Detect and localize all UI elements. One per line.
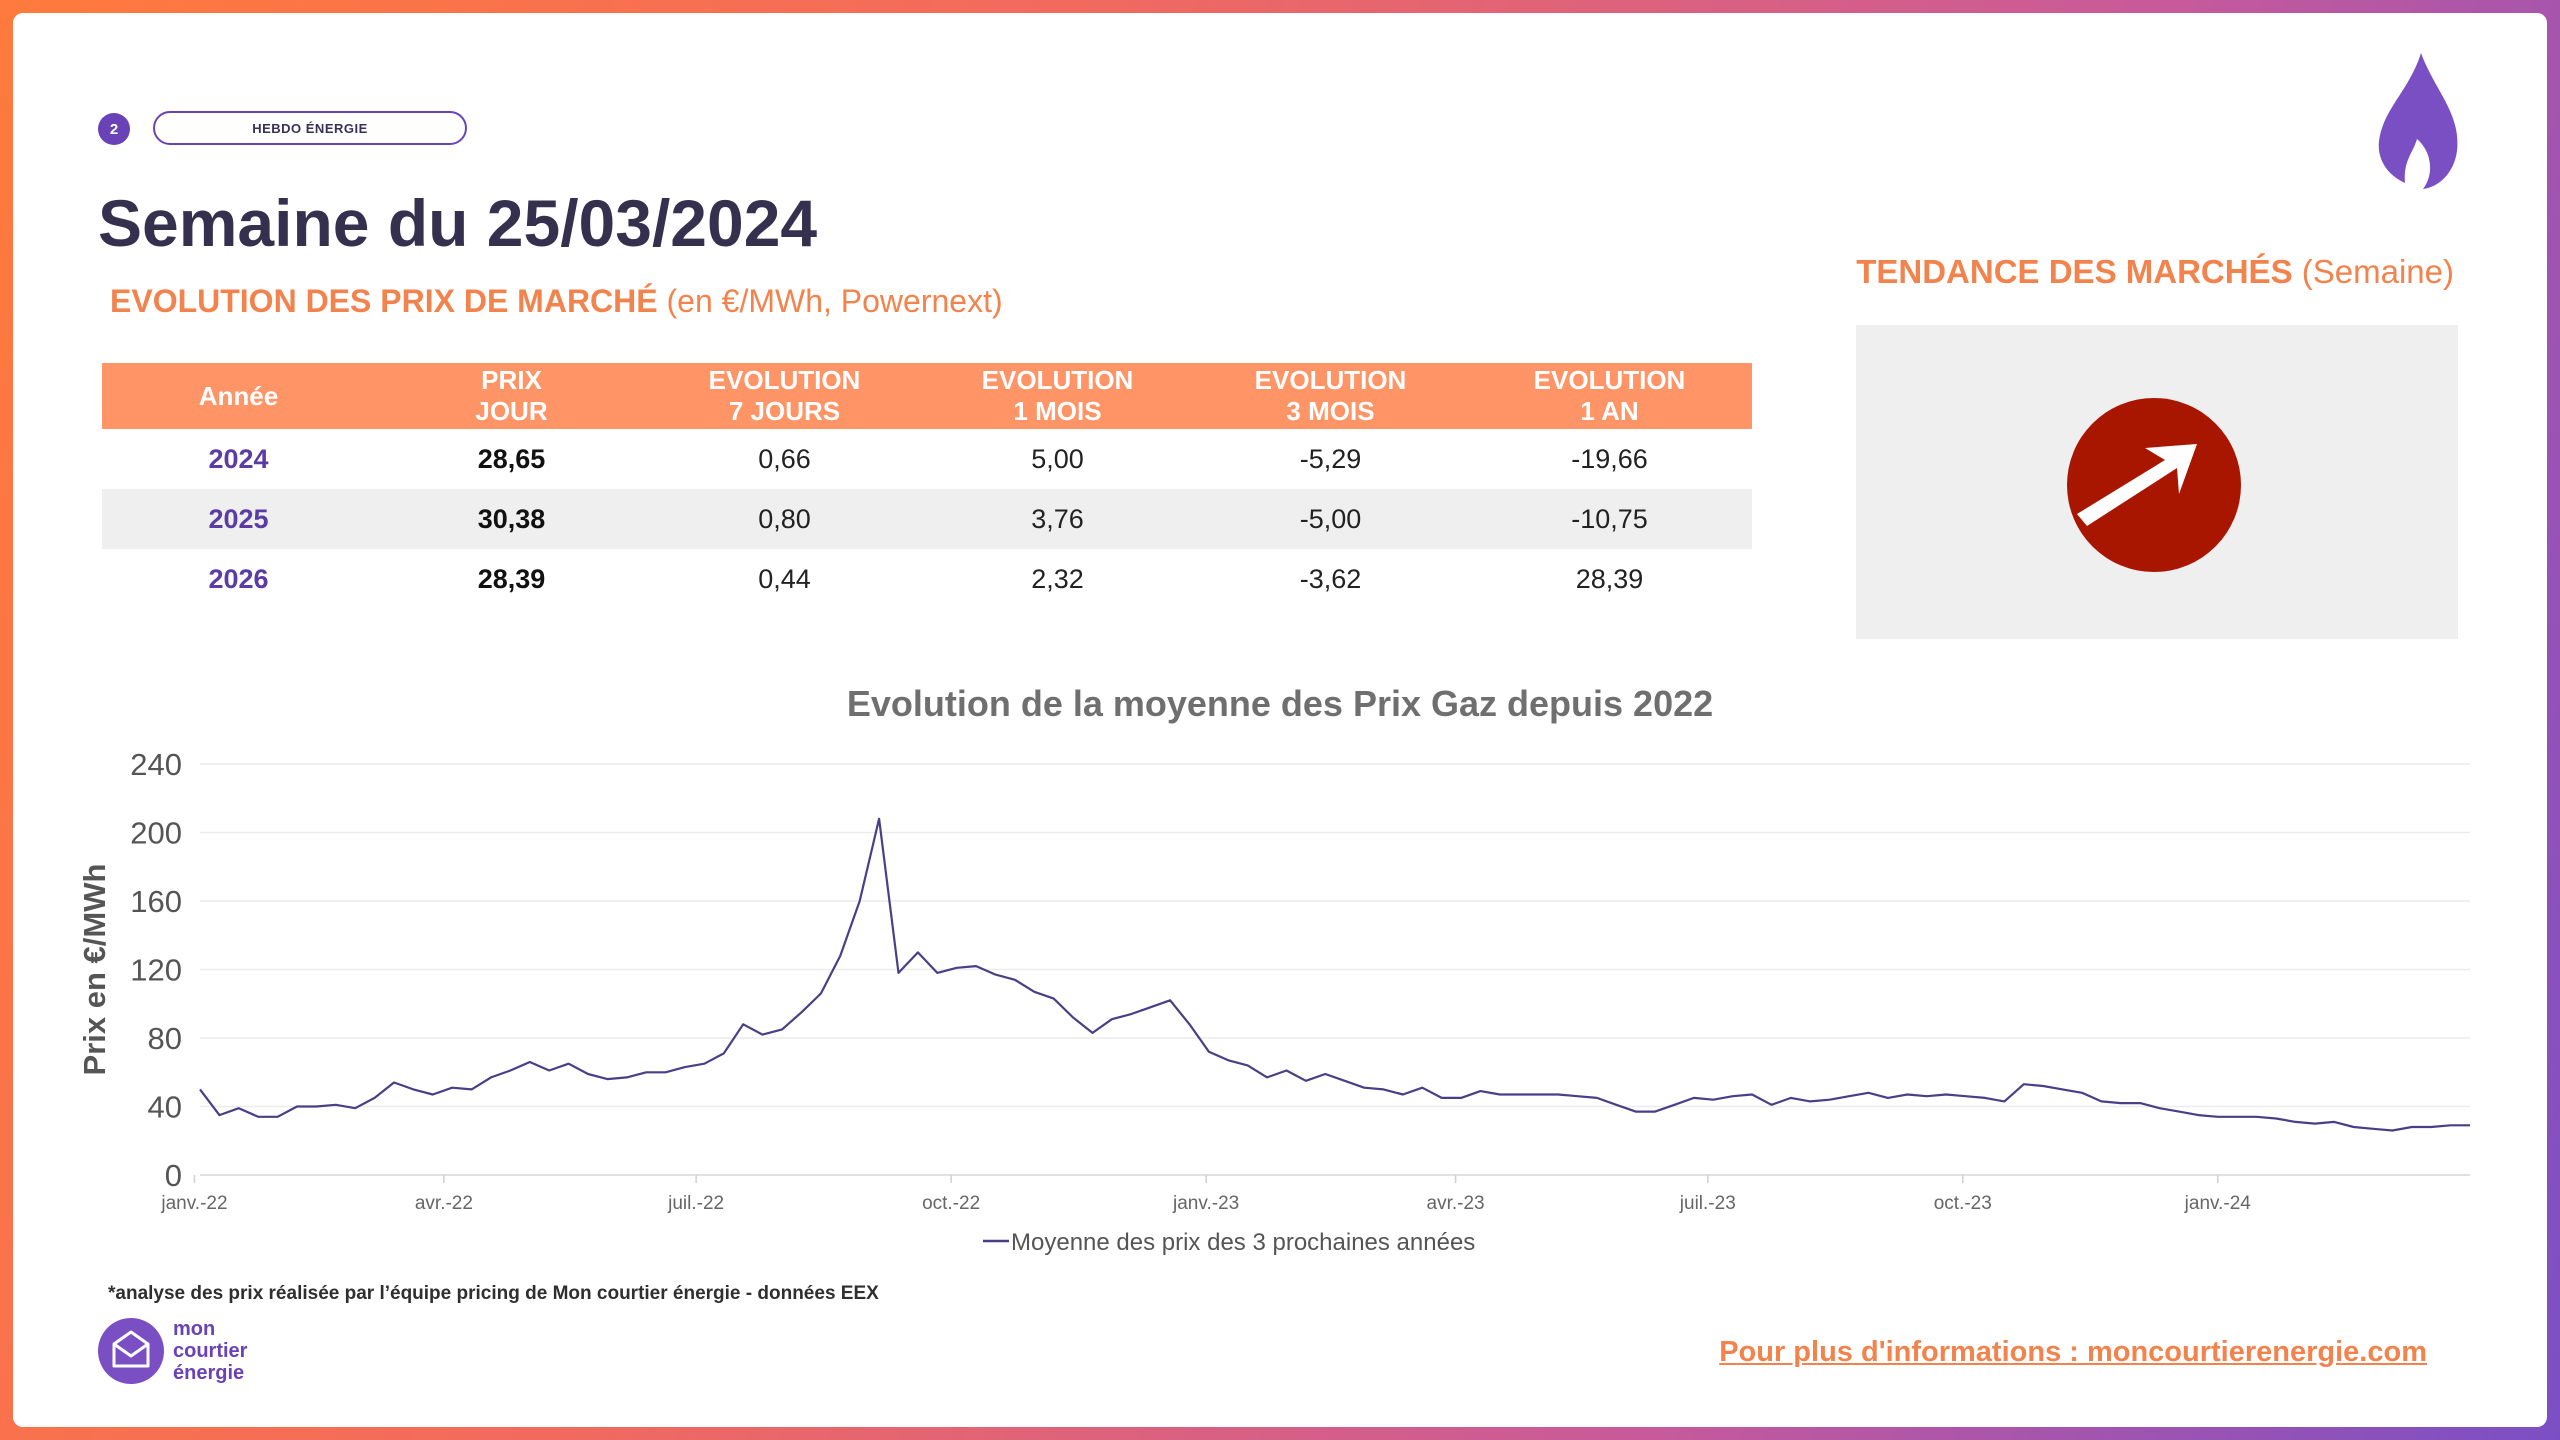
series-line [199, 817, 2470, 1132]
slide-panel: 2 HEBDO ÉNERGIE Semaine du 25/03/2024 EV… [13, 13, 2547, 1427]
evolution-3m-cell: -5,00 [1194, 489, 1467, 549]
y-tick-label: 160 [130, 884, 182, 919]
newsletter-tag: HEBDO ÉNERGIE [153, 111, 467, 145]
column-header: EVOLUTION 1 AN [1467, 363, 1752, 429]
evolution-7d-cell: 0,80 [648, 489, 921, 549]
evolution-1y-cell: -10,75 [1467, 489, 1752, 549]
envelope-icon [112, 1330, 150, 1368]
evolution-1m-cell: 5,00 [1031, 443, 1084, 474]
table-row: 2026 28,39 0,44 2,32 -3,62 28,39 [102, 549, 1752, 609]
footnote: *analyse des prix réalisée par l’équipe … [108, 1283, 879, 1304]
y-tick-label: 80 [148, 1021, 182, 1056]
market-prices-table: Année PRIX JOUR EVOLUTION 7 JOURS EVOLUTIO… [102, 363, 1752, 609]
evolution-1m-cell: 2,32 [1031, 563, 1084, 594]
logo [98, 1318, 164, 1384]
column-header: EVOLUTION 7 JOURS [648, 363, 921, 429]
price-cell: 28,39 [477, 563, 546, 594]
y-tick-label: 40 [148, 1090, 182, 1125]
evolution-1y-cell: -19,66 [1571, 443, 1648, 474]
evolution-1m-cell: 3,76 [921, 489, 1194, 549]
price-cell: 30,38 [375, 489, 648, 549]
year-cell: 2026 [208, 563, 269, 594]
gas-price-line-chart: 0 40 80 120 160 200 240 Prix en €/MWh janv.-22 av… [77, 747, 2470, 1256]
table-row: 2024 28,65 0,66 5,00 -5,29 -19,66 [102, 429, 1752, 489]
logo-text: mon courtier énergie [173, 1318, 247, 1384]
evolution-7d-cell: 0,44 [758, 563, 811, 594]
column-header: EVOLUTION 1 MOIS [921, 363, 1194, 429]
y-tick-label: 240 [130, 747, 182, 782]
year-cell: 2024 [208, 443, 269, 474]
x-tick-label: janv.-24 [2184, 1193, 2252, 1214]
logo-line: courtier [173, 1340, 248, 1362]
more-info-link[interactable]: Pour plus d'informations : moncourtieren… [1719, 1336, 2427, 1368]
prices-title-strong: EVOLUTION DES PRIX DE MARCHÉ [110, 283, 658, 319]
prices-title-light: (en €/MWh, Powernext) [666, 283, 1003, 319]
column-header: EVOLUTION 3 MOIS [1194, 363, 1467, 429]
page-title: Semaine du 25/03/2024 [98, 186, 818, 260]
prices-section-title: EVOLUTION DES PRIX DE MARCHÉ (en €/MWh, … [110, 283, 1003, 320]
logo-line: mon [173, 1318, 216, 1340]
trend-title-strong: TENDANCE DES MARCHÉS [1856, 253, 2293, 290]
x-tick-label: avr.-22 [415, 1193, 473, 1214]
logo-line: énergie [173, 1362, 245, 1384]
column-header: Année [102, 363, 375, 429]
price-cell: 28,65 [477, 443, 546, 474]
evolution-3m-cell: -3,62 [1299, 563, 1362, 594]
x-tick-label: janv.-22 [160, 1193, 227, 1214]
y-axis-label: Prix en €/MWh [77, 864, 112, 1076]
trend-section-title: TENDANCE DES MARCHÉS (Semaine) [1856, 253, 2454, 291]
y-tick-label: 200 [130, 816, 182, 851]
trend-title-light: (Semaine) [2301, 253, 2454, 290]
table-header-row: Année PRIX JOUR EVOLUTION 7 JOURS EVOLUTIO… [102, 363, 1752, 429]
evolution-1y-cell: 28,39 [1575, 563, 1644, 594]
page-number-badge: 2 [98, 113, 130, 145]
x-tick-label: juil.-23 [1679, 1193, 1736, 1214]
evolution-3m-cell: -5,29 [1299, 443, 1362, 474]
column-header: PRIX JOUR [375, 363, 648, 429]
chart-title: Evolution de la moyenne des Prix Gaz dep… [846, 683, 1714, 724]
y-tick-label: 0 [165, 1158, 182, 1193]
x-tick-label: avr.-23 [1427, 1193, 1485, 1214]
y-tick-label: 120 [130, 953, 182, 988]
x-tick-label: janv.-23 [1172, 1193, 1239, 1214]
evolution-7d-cell: 0,66 [758, 443, 811, 474]
legend-label: Moyenne des prix des 3 prochaines années [1011, 1229, 1475, 1256]
x-tick-label: oct.-22 [922, 1193, 980, 1214]
x-tick-label: juil.-22 [667, 1193, 724, 1214]
arrow-up-right-icon [2067, 398, 2241, 572]
flame-icon [2378, 53, 2458, 189]
year-cell: 2025 [102, 489, 375, 549]
x-tick-label: oct.-23 [1934, 1193, 1992, 1214]
table-row: 2025 30,38 0,80 3,76 -5,00 -10,75 [102, 489, 1752, 549]
